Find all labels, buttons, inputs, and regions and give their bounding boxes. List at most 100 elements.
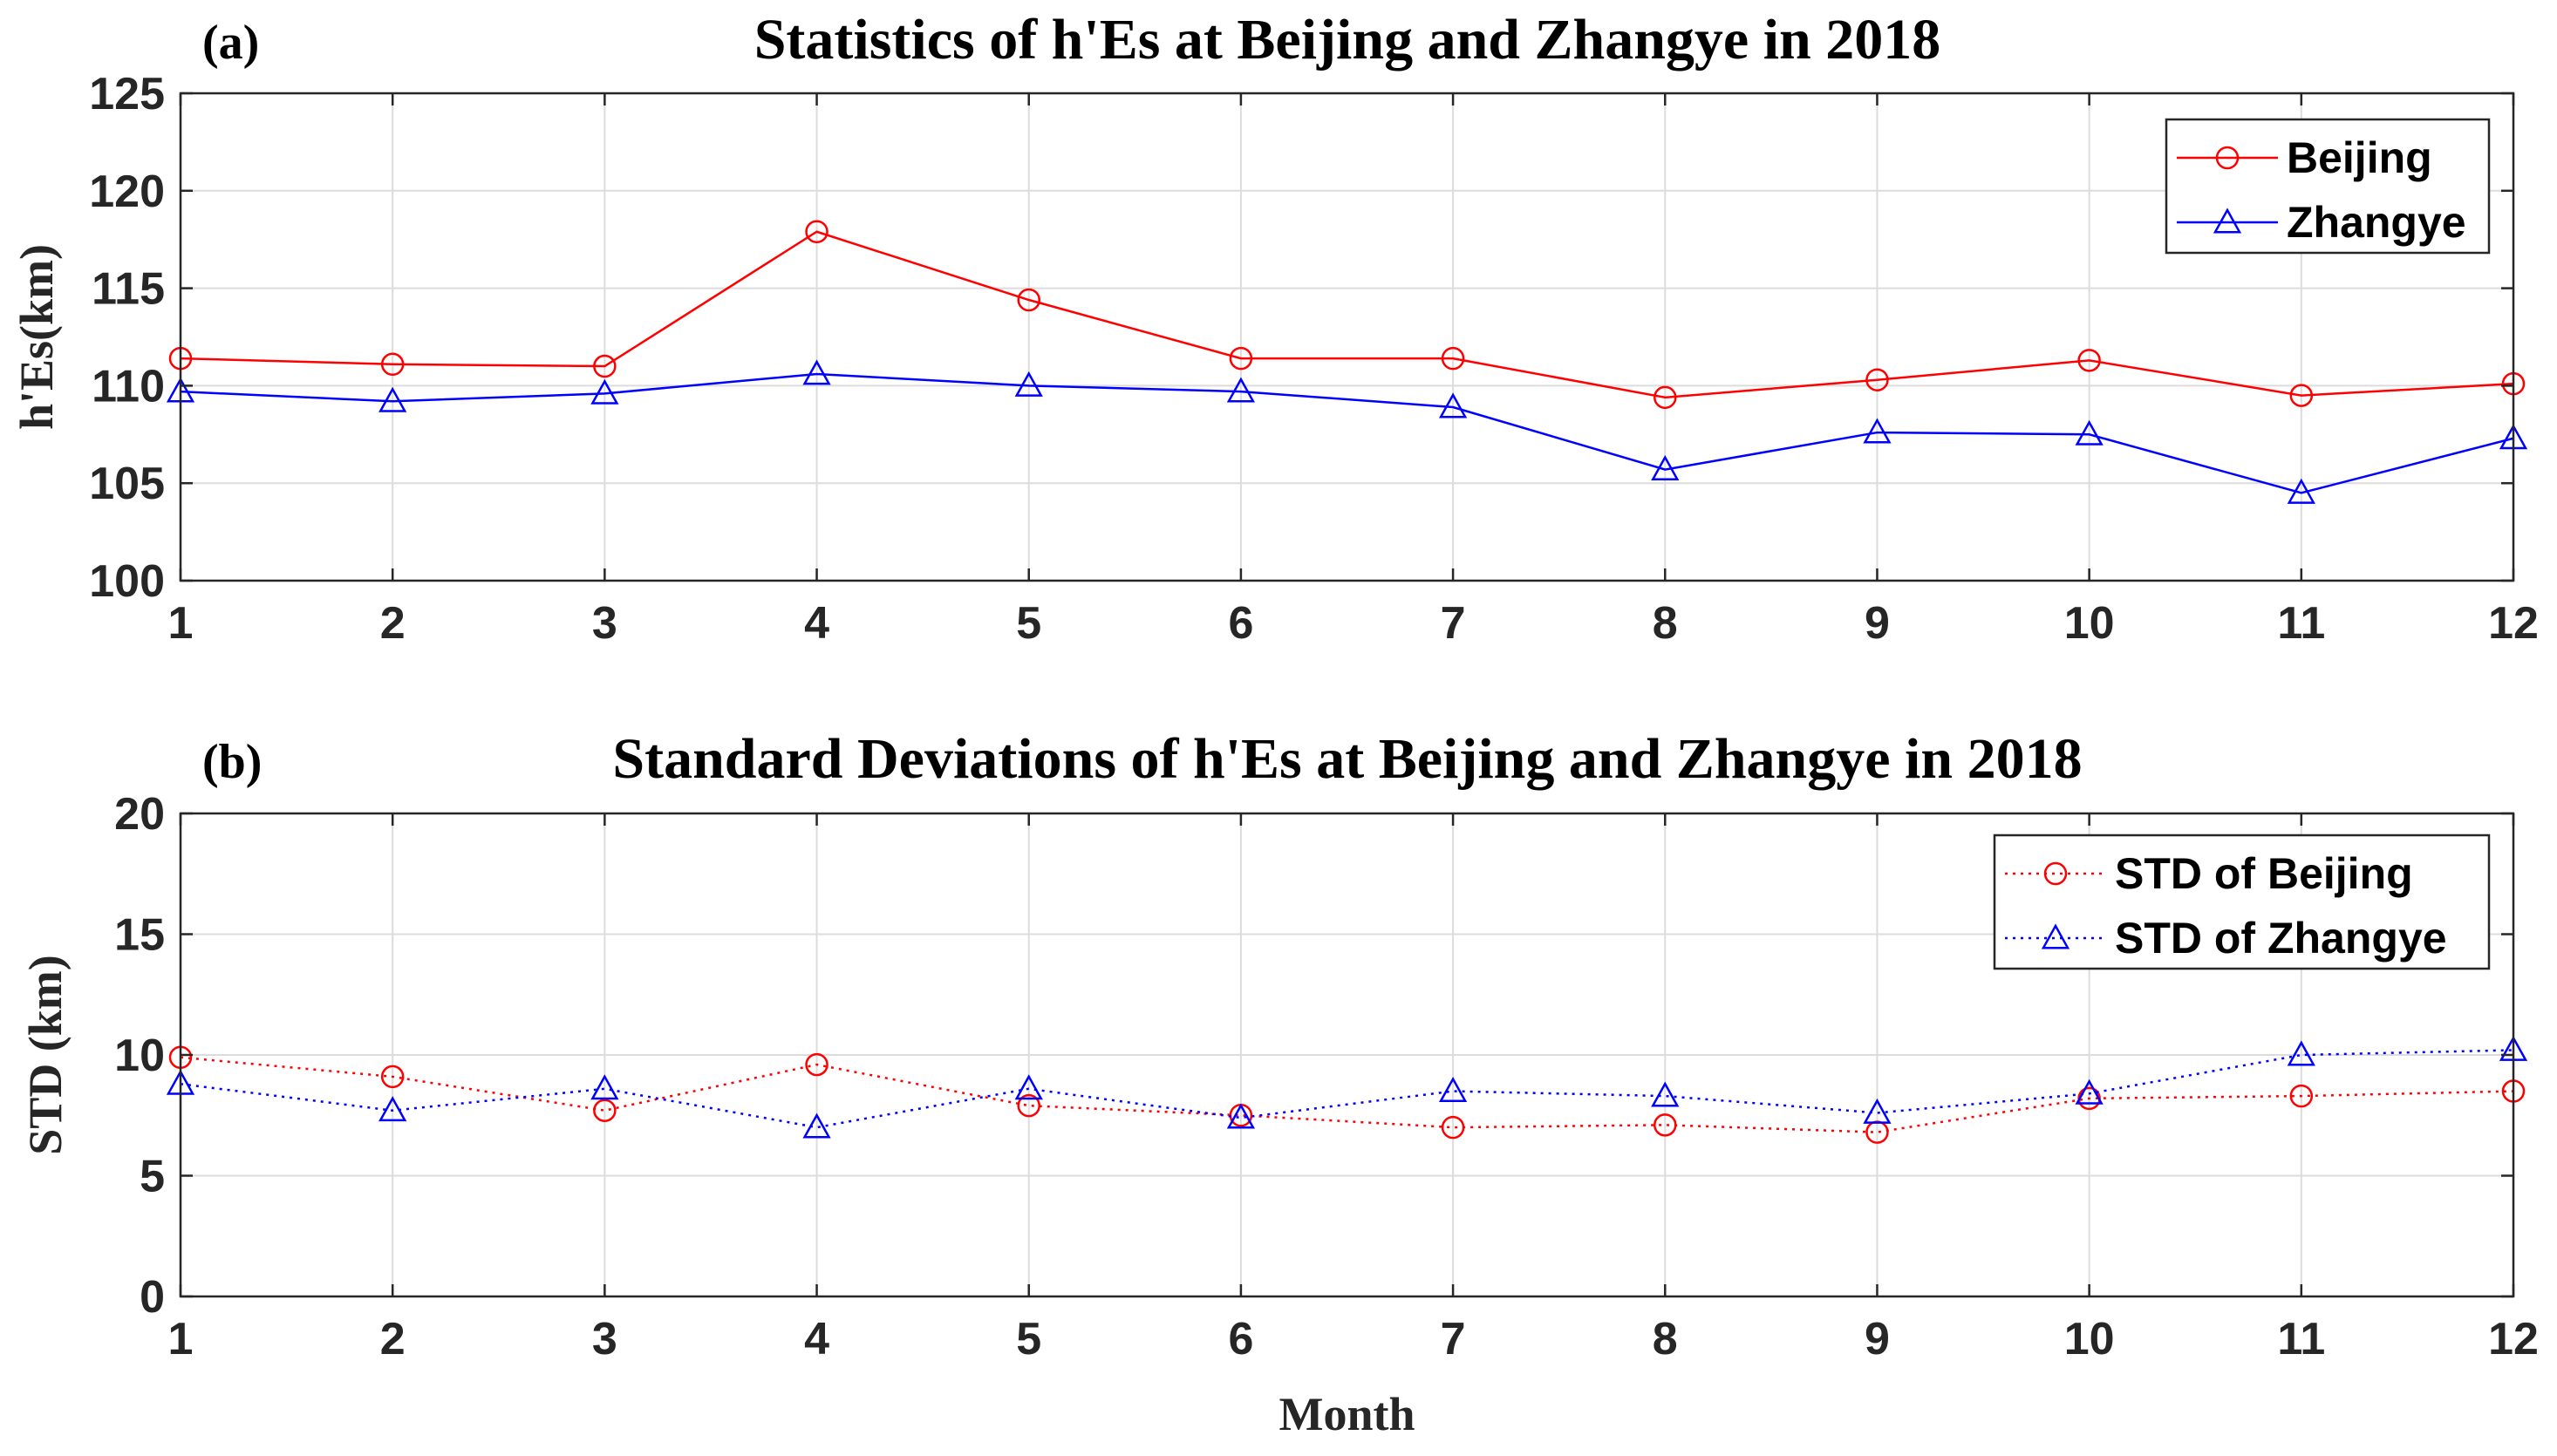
data-point-beijing	[380, 352, 405, 377]
series-line-beijing	[180, 230, 2514, 399]
legend: STD of Beijing STD of Zhangye	[1993, 833, 2491, 970]
data-point-std-of-beijing	[1017, 1093, 1040, 1118]
axes-box	[179, 92, 2515, 582]
data-point-beijing	[1017, 288, 1040, 312]
plot-area	[181, 93, 2513, 581]
x-tick-label: 5	[1016, 1314, 1041, 1364]
data-point-std-of-zhangye	[2075, 1078, 2104, 1105]
data-point-zhangye	[590, 378, 619, 405]
x-tick-label: 3	[592, 598, 617, 649]
data-point-beijing	[1441, 346, 1465, 371]
series-line-std-of-zhangye	[180, 1049, 2514, 1129]
x-tick-label: 8	[1653, 1314, 1678, 1364]
data-point-zhangye	[1438, 392, 1468, 418]
x-tick-label: 9	[1865, 1314, 1890, 1364]
x-tick-label: 3	[592, 1314, 617, 1364]
legend-label-beijing: Beijing	[2287, 133, 2432, 182]
data-point-std-of-zhangye	[590, 1074, 619, 1100]
data-point-zhangye	[1014, 371, 1043, 397]
legend-marker-std-of-zhangye	[2041, 923, 2070, 949]
x-tick-label: 4	[804, 598, 829, 649]
panel-label: (a)	[202, 16, 259, 70]
chart-panel-a: 1 2 3 4 5 6 7 8 9 10 11 12100105110115120125Statist…	[10, 8, 2539, 649]
data-point-std-of-zhangye	[1226, 1103, 1256, 1129]
x-tick-label: 12	[2488, 598, 2539, 649]
data-point-std-of-zhangye	[1863, 1098, 1892, 1124]
data-point-std-of-zhangye	[1014, 1074, 1043, 1100]
x-tick-label: 6	[1228, 598, 1253, 649]
data-point-std-of-zhangye	[1438, 1076, 1468, 1102]
y-tick-label: 105	[89, 459, 165, 509]
data-point-zhangye	[2287, 478, 2315, 504]
y-tick-label: 110	[92, 361, 165, 412]
data-point-std-of-zhangye	[378, 1096, 407, 1122]
data-point-zhangye	[802, 359, 831, 385]
panel-label: (b)	[202, 735, 262, 789]
y-tick-label: 15	[114, 910, 165, 961]
x-tick-label: 12	[2488, 1314, 2539, 1364]
data-point-std-of-zhangye	[802, 1112, 831, 1139]
data-point-std-of-beijing	[380, 1065, 405, 1089]
legend-marker-beijing	[2215, 146, 2240, 170]
data-point-std-of-beijing	[805, 1052, 828, 1077]
y-axis-label: h'Es(km)	[10, 244, 63, 430]
x-tick-label: 2	[380, 598, 406, 649]
data-point-beijing	[805, 220, 828, 244]
legend-label-std-of-beijing: STD of Beijing	[2115, 849, 2413, 898]
y-tick-label: 10	[114, 1031, 165, 1081]
data-point-zhangye	[1226, 377, 1256, 403]
legend-box	[1993, 833, 2491, 970]
y-tick-label: 100	[89, 556, 165, 607]
y-tick-label: 20	[114, 789, 165, 840]
x-tick-label: 7	[1441, 598, 1466, 649]
x-tick-label: 11	[2277, 1314, 2325, 1364]
x-tick-label: 6	[1228, 1314, 1253, 1364]
y-tick-label: 115	[92, 264, 165, 315]
legend-label-zhangye: Zhangye	[2287, 198, 2466, 247]
data-point-beijing	[2077, 349, 2101, 372]
data-point-std-of-beijing	[1654, 1113, 1677, 1137]
chart-title: Standard Deviations of h'Es at Beijing a…	[612, 727, 2082, 791]
data-point-beijing	[1229, 346, 1253, 371]
data-point-std-of-beijing	[2289, 1084, 2314, 1108]
series-zhangye	[166, 359, 2528, 504]
data-point-std-of-zhangye	[2287, 1040, 2315, 1066]
x-tick-label: 9	[1865, 598, 1890, 649]
data-point-beijing	[593, 354, 617, 378]
series-line-zhangye	[180, 372, 2514, 494]
x-tick-label: 4	[804, 1314, 829, 1364]
x-tick-label: 2	[380, 1314, 406, 1364]
legend-box	[2165, 118, 2491, 255]
x-tick-label: 10	[2064, 1314, 2115, 1364]
legend-marker-zhangye	[2213, 208, 2242, 234]
y-tick-label: 5	[140, 1152, 165, 1202]
series-beijing	[168, 220, 2526, 410]
data-point-beijing	[1865, 368, 1889, 391]
data-point-std-of-zhangye	[1651, 1081, 1680, 1107]
data-point-zhangye	[378, 386, 407, 412]
data-point-zhangye	[1651, 454, 1680, 480]
legend-label-std-of-zhangye: STD of Zhangye	[2115, 914, 2447, 963]
data-point-std-of-beijing	[593, 1099, 617, 1122]
x-tick-label: 7	[1441, 1314, 1466, 1364]
legend: Beijing Zhangye	[2165, 118, 2491, 255]
x-axis-label: Month	[1278, 1388, 1415, 1440]
y-tick-label: 0	[140, 1272, 165, 1323]
data-point-beijing	[1654, 385, 1677, 410]
y-tick-label: 125	[89, 69, 165, 119]
y-tick-label: 120	[89, 167, 165, 217]
legend-marker-std-of-beijing	[2043, 861, 2068, 886]
series-line-std-of-beijing	[180, 1056, 2514, 1133]
x-tick-label: 1	[168, 1314, 194, 1364]
y-axis-label: STD (km)	[19, 955, 72, 1155]
x-tick-label: 11	[2277, 598, 2325, 649]
x-tick-label: 5	[1016, 598, 1041, 649]
data-point-zhangye	[2075, 419, 2104, 446]
x-tick-label: 8	[1653, 598, 1678, 649]
data-point-beijing	[2289, 384, 2314, 407]
data-point-zhangye	[1863, 418, 1892, 444]
data-point-std-of-beijing	[1441, 1115, 1465, 1140]
chart-title: Statistics of h'Es at Beijing and Zhangy…	[754, 8, 1941, 71]
